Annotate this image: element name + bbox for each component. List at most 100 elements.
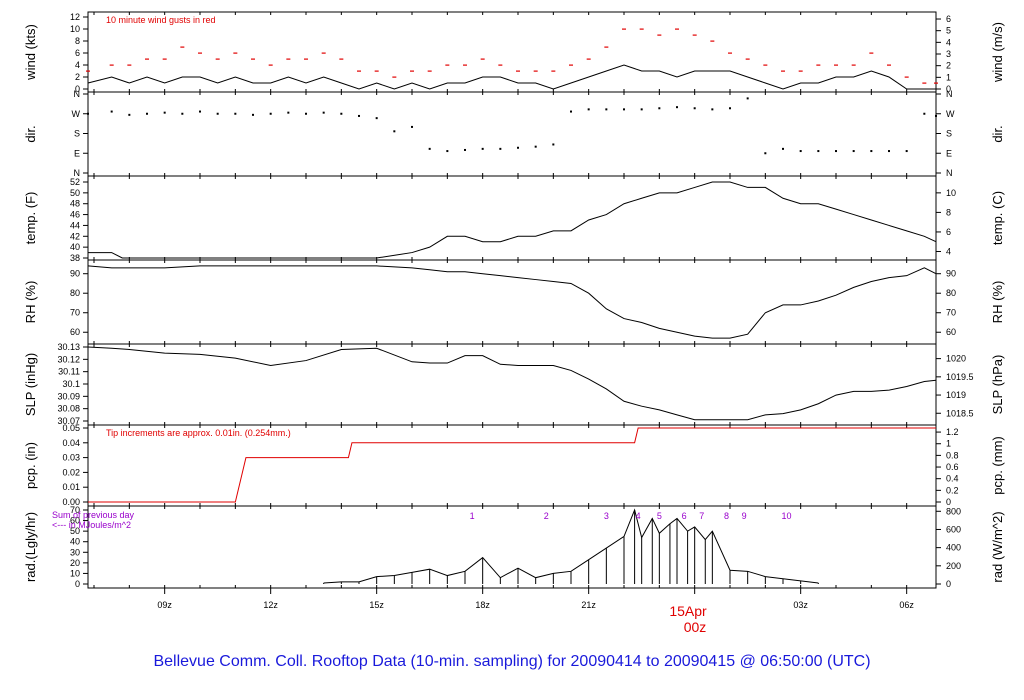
wind-gust-mark: [198, 52, 203, 54]
pcp-ytick-right-label: 0: [946, 497, 951, 507]
x-tick-label: 15z: [369, 600, 384, 610]
dir-point: [234, 112, 237, 115]
pcp-ytick-label: 0.00: [62, 497, 80, 507]
rad-ytick-label: 70: [70, 505, 80, 515]
rad-ytick-label: 20: [70, 558, 80, 568]
dir-ylabel-right: dir.: [990, 125, 1005, 142]
slp-ytick-label: 30.09: [57, 391, 80, 401]
dir-point: [935, 114, 937, 117]
x-tick-label: 12z: [263, 600, 278, 610]
dir-point: [216, 112, 219, 115]
temp-ytick-label: 42: [70, 231, 80, 241]
rad-ytick-label: 30: [70, 547, 80, 557]
rad-hour-marker: 2: [544, 511, 549, 521]
dir-point: [322, 111, 325, 114]
wind-ytick-label: 6: [75, 48, 80, 58]
dir-point: [587, 108, 590, 111]
slp-line: [87, 346, 937, 421]
dir-point: [605, 108, 608, 111]
dir-point: [464, 148, 467, 151]
dir-point: [110, 110, 113, 113]
temp-ytick-right-label: 4: [946, 246, 951, 256]
dir-point: [817, 150, 820, 153]
dir-point: [746, 97, 749, 100]
slp-ylabel-right: SLP (hPa): [990, 355, 1005, 415]
wind-gust-mark: [851, 64, 856, 66]
dir-point: [411, 125, 414, 128]
wind-gust-mark: [304, 58, 309, 60]
temp-frame: [87, 175, 937, 261]
wind-gust-mark: [533, 70, 538, 72]
pcp-line: [88, 427, 936, 503]
temp-ytick-label: 48: [70, 199, 80, 209]
rad-ytick-right-label: 600: [946, 524, 961, 534]
dir-point: [163, 111, 166, 114]
dir-point: [623, 108, 626, 111]
rh-ytick-right-label: 70: [946, 308, 956, 318]
rad-hour-marker: 6: [682, 511, 687, 521]
slp-ytick-label: 30.12: [57, 354, 80, 364]
rad-ylabel: rad.(Lgly/hr): [23, 512, 38, 582]
slp-ytick-label: 30.07: [57, 416, 80, 426]
rad-hour-marker: 4: [636, 511, 641, 521]
slp-ytick-right-label: 1019.5: [946, 372, 974, 382]
wind-gust-mark: [127, 64, 132, 66]
wind-gust-mark: [675, 28, 680, 30]
wind-gust-mark: [728, 52, 733, 54]
dir-ytick-label: E: [74, 148, 80, 158]
dir-point: [764, 152, 767, 155]
wind-ytick-right-label: 5: [946, 26, 951, 36]
rad-ytick-label: 10: [70, 568, 80, 578]
rad-hour-marker: 8: [724, 511, 729, 521]
wind-gust-mark: [498, 64, 503, 66]
dir-point: [128, 113, 131, 116]
dir-ytick-right-label: N: [946, 168, 953, 178]
dir-point: [358, 114, 361, 117]
rad-sum-label: Sum of previous day: [52, 510, 135, 520]
rh-ytick-right-label: 60: [946, 327, 956, 337]
pcp-ytick-label: 0.01: [62, 482, 80, 492]
dir-point: [782, 147, 785, 150]
dir-point: [499, 147, 502, 150]
wind-ytick-right-label: 3: [946, 49, 951, 59]
wind-gust-mark: [286, 58, 291, 60]
rad-ytick-label: 60: [70, 516, 80, 526]
rh-ylabel-right: RH (%): [990, 281, 1005, 324]
wind-gust-mark: [516, 70, 521, 72]
wind-gust-mark: [763, 64, 768, 66]
temp-ylabel: temp. (F): [23, 192, 38, 245]
wind-gust-legend: 10 minute wind gusts in red: [106, 15, 216, 25]
dir-point: [252, 113, 255, 116]
dir-point: [676, 106, 679, 109]
wind-gust-mark: [692, 34, 697, 36]
rh-ytick-right-label: 90: [946, 269, 956, 279]
pcp-ytick-right-label: 1.2: [946, 427, 959, 437]
rad-ytick-right-label: 800: [946, 506, 961, 516]
rad-panel: rad.(Lgly/hr) rad (W/m^2)0102030405060700…: [23, 505, 1005, 589]
wind-gust-mark: [180, 46, 185, 48]
wind-ytick-label: 4: [75, 60, 80, 70]
rad-hour-marker: 3: [604, 511, 609, 521]
slp-panel: SLP (inHg) SLP (hPa) 30.07 30.08 30.09 30.1 30…: [23, 342, 1005, 426]
dir-point: [534, 145, 537, 148]
wind-gust-mark: [463, 64, 468, 66]
rh-ytick-right-label: 80: [946, 288, 956, 298]
dir-point: [693, 107, 696, 110]
rad-ytick-label: 50: [70, 526, 80, 536]
wind-gust-mark: [215, 58, 220, 60]
dir-point: [517, 146, 520, 149]
rh-ytick-label: 80: [70, 288, 80, 298]
temp-line: [88, 181, 937, 259]
slp-ytick-label: 30.08: [57, 404, 80, 414]
wind-gust-mark: [922, 82, 927, 84]
x-tick-label: 21z: [581, 600, 596, 610]
wind-ytick-right-label: 6: [946, 14, 951, 24]
dir-point: [711, 108, 714, 111]
rad-sum-units: <--- in MJoules/m^2: [52, 520, 131, 530]
wind-gust-mark: [268, 64, 273, 66]
temp-ytick-label: 50: [70, 188, 80, 198]
dir-point: [852, 150, 855, 153]
wind-gust-mark: [86, 70, 90, 72]
dir-point: [552, 143, 555, 146]
